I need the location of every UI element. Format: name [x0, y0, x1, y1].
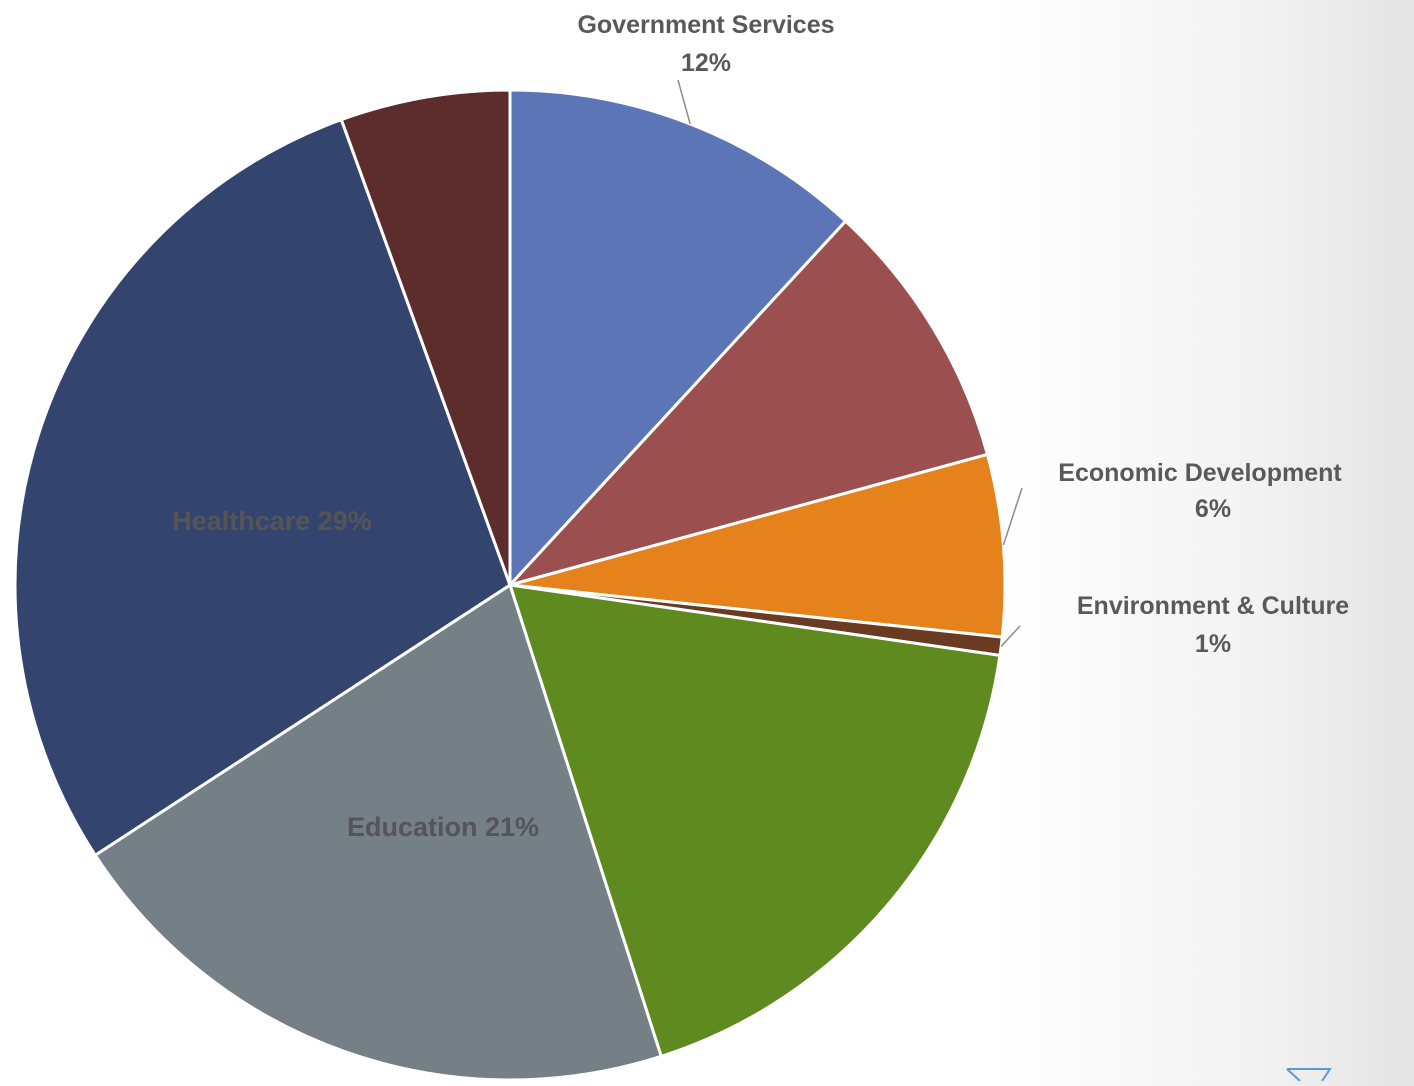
leader-line-environment-culture	[1000, 625, 1021, 647]
label-economic-development-percent: 6%	[1195, 495, 1231, 523]
label-economic-development-name: Economic Development	[1058, 459, 1342, 487]
label-government-services-name: Government Services	[577, 11, 834, 39]
label-environment-culture-percent: 1%	[1195, 630, 1231, 658]
pie-slice-unlabeled-4	[507, 583, 1002, 1059]
label-environment-culture-name: Environment & Culture	[1077, 592, 1349, 620]
pie-slice-unlabeled-7	[339, 88, 512, 586]
corner-arrow-icon	[1286, 1068, 1332, 1082]
label-education: Education 21%	[347, 812, 539, 842]
pie-slice-unlabeled-1	[505, 219, 990, 588]
leader-line-government-services	[677, 79, 691, 125]
leader-line-economic-development	[1002, 487, 1023, 546]
pie-slice-government-services	[508, 88, 848, 589]
pie-slice-education	[93, 582, 664, 1082]
label-government-services-percent: 12%	[681, 49, 731, 77]
label-healthcare: Healthcare 29%	[172, 506, 372, 536]
pie-slices	[13, 88, 1007, 1082]
callout-lines	[677, 79, 1023, 647]
pie-slice-healthcare	[13, 117, 512, 858]
